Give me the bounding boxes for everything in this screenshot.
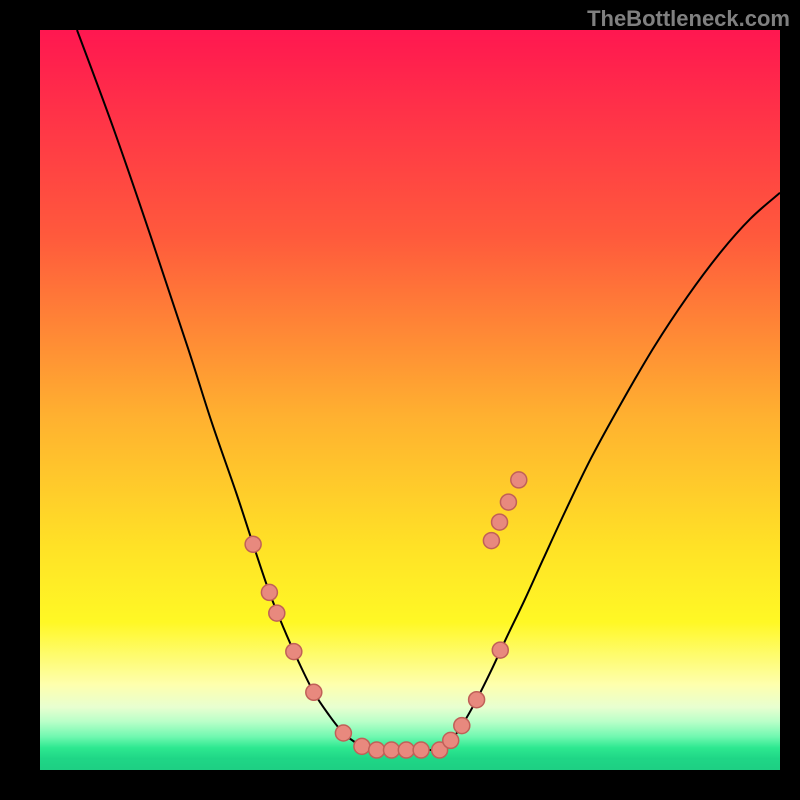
data-marker	[469, 692, 485, 708]
curve-left	[77, 30, 373, 750]
data-marker	[245, 536, 261, 552]
data-marker	[354, 738, 370, 754]
data-marker	[511, 472, 527, 488]
data-marker	[454, 718, 470, 734]
data-marker	[286, 644, 302, 660]
data-marker	[261, 584, 277, 600]
chart-svg	[40, 30, 780, 770]
data-marker	[443, 732, 459, 748]
data-marker	[492, 642, 508, 658]
curve-right	[440, 193, 780, 750]
plot-area	[40, 30, 780, 770]
data-marker	[492, 514, 508, 530]
data-marker	[269, 605, 285, 621]
data-marker	[398, 742, 414, 758]
data-marker	[335, 725, 351, 741]
data-marker	[483, 533, 499, 549]
data-marker	[384, 742, 400, 758]
data-marker	[369, 742, 385, 758]
data-marker	[500, 494, 516, 510]
data-marker	[413, 742, 429, 758]
data-marker	[306, 684, 322, 700]
watermark-text: TheBottleneck.com	[587, 6, 790, 32]
